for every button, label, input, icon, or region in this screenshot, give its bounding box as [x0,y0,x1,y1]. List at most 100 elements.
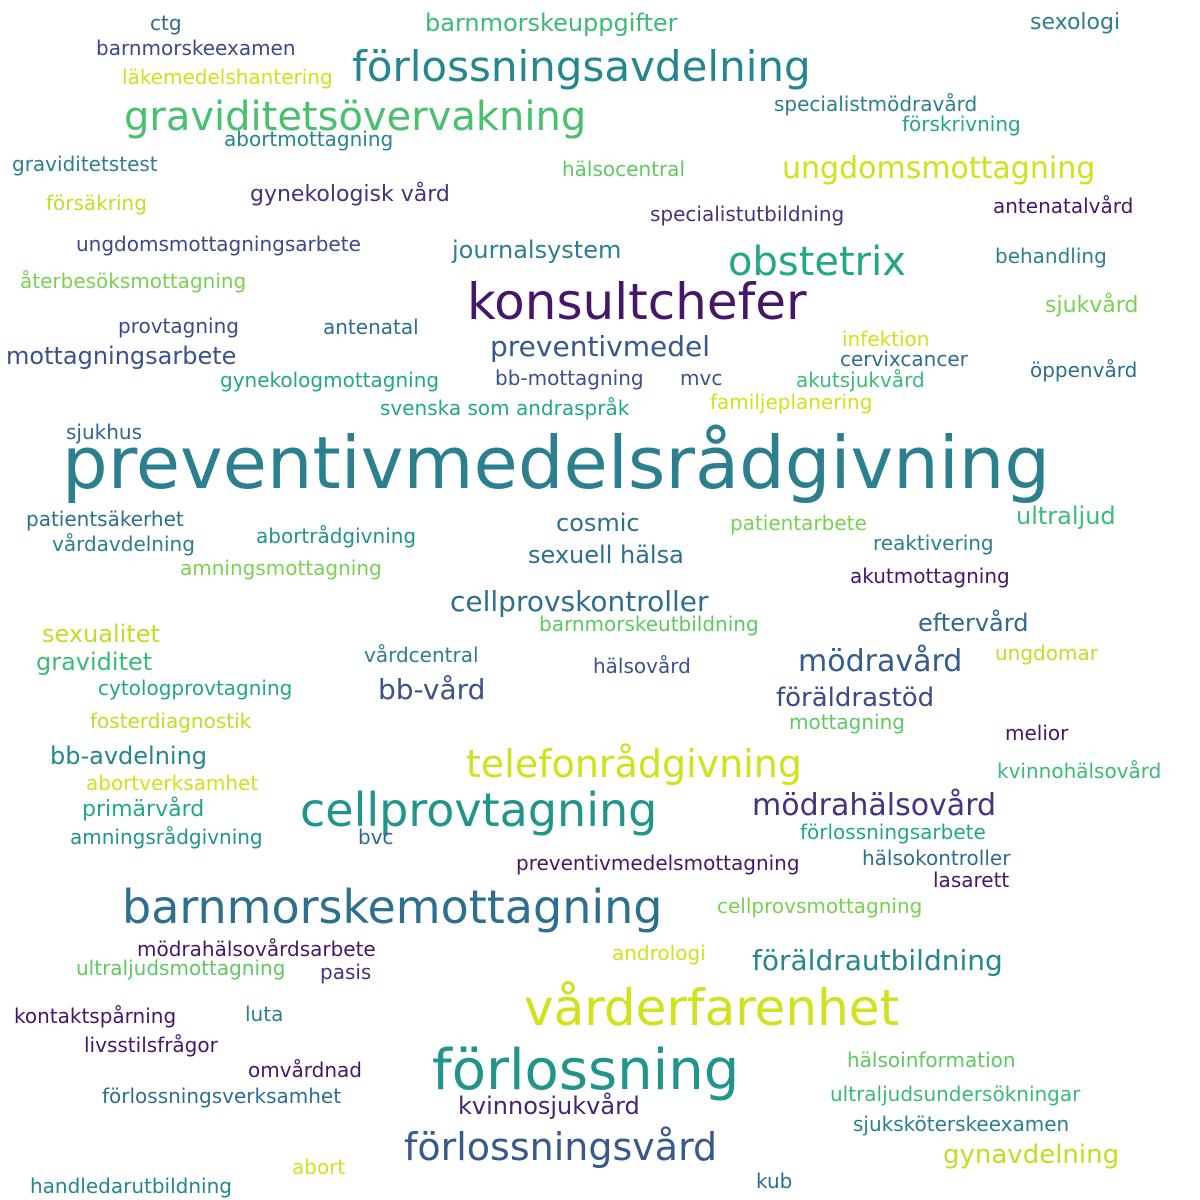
word-ultraljudsmottagning: ultraljudsmottagning [76,956,286,980]
word-livsstilsfragor: livsstilsfrågor [84,1033,218,1057]
word-sexualitet: sexualitet [42,620,160,648]
word-cellprovskontroller: cellprovskontroller [450,585,709,618]
word-halsokontroller: hälsokontroller [862,846,1011,870]
word-konsultchefer: konsultchefer [467,273,807,331]
word-akutmottagning: akutmottagning [850,564,1010,588]
word-forlossningsverksamhet: förlossningsverksamhet [102,1084,342,1108]
word-lakemedelshantering: läkemedelshantering [122,65,333,89]
word-sjukskoterskeexamen: sjuksköterskeexamen [853,1112,1070,1136]
word-modrahalsovardsarbete: mödrahälsovårdsarbete [137,937,376,961]
word-preventivmedel: preventivmedel [490,330,711,363]
word-mottagning: mottagning [789,710,905,734]
word-aterbesoksmottagning: återbesöksmottagning [20,269,247,293]
word-cellprovsmottagning: cellprovsmottagning [717,894,923,918]
word-ctg: ctg [150,11,182,35]
word-bb-mottagning: bb-mottagning [495,366,644,390]
word-abortverksamhet: abortverksamhet [86,771,259,795]
word-modrahalsovard: mödrahälsovård [752,788,997,823]
word-familjeplanering: familjeplanering [710,390,873,414]
word-sexologi: sexologi [1030,10,1121,35]
word-varderfarenhet: vårderfarenhet [524,979,900,1037]
word-bb-avdelning: bb-avdelning [50,742,208,770]
word-graviditetsovervakning: graviditetsövervakning [124,94,587,140]
word-cytologprovtagning: cytologprovtagning [98,676,293,700]
word-kvinnosjukvard: kvinnosjukvård [458,1092,640,1120]
word-graviditet: graviditet [36,648,153,676]
word-lasarett: lasarett [933,868,1010,892]
word-barnmorskemottagning: barnmorskemottagning [122,880,663,934]
word-kvinnohalsovard: kvinnohälsovård [997,759,1162,783]
word-modravard: mödravård [798,644,963,679]
word-vardcentral: vårdcentral [364,643,479,667]
word-specialistutbildning: specialistutbildning [650,202,845,226]
word-melior: melior [1005,721,1069,745]
word-sjukvard: sjukvård [1045,293,1139,318]
word-obstetrix: obstetrix [728,239,906,285]
word-halsovard: hälsovård [593,654,691,678]
word-forlossningsarbete: förlossningsarbete [800,820,986,844]
word-vardavdelning: vårdavdelning [52,532,195,556]
word-telefonradgivning: telefonrådgivning [466,742,802,786]
word-journalsystem: journalsystem [452,236,622,264]
word-sexuell-halsa: sexuell hälsa [528,541,684,569]
word-cervixcancer: cervixcancer [840,347,968,371]
word-bvc: bvc [358,825,394,849]
word-luta: luta [245,1002,284,1026]
word-eftervard: eftervård [918,609,1029,637]
word-ungdomar: ungdomar [995,641,1098,665]
word-akutsjukvard: akutsjukvård [796,368,925,392]
word-barnmorskeuppgifter: barnmorskeuppgifter [425,9,678,37]
word-svenska-som-andrasprak: svenska som andraspråk [380,396,630,420]
word-omvardnad: omvårdnad [248,1058,363,1082]
word-forlossning: förlossning [432,1038,740,1103]
word-forlossningsavdelning: förlossningsavdelning [352,42,811,91]
word-mvc: mvc [680,366,723,390]
word-mottagningsarbete: mottagningsarbete [6,342,237,370]
word-ultraljudsundersokningar: ultraljudsundersökningar [830,1082,1081,1106]
word-foraldrastod: föräldrastöd [776,683,935,713]
word-abortmottagning: abortmottagning [224,127,394,151]
word-specialistmodravard: specialistmödravård [774,92,978,116]
word-fosterdiagnostik: fosterdiagnostik [90,709,252,733]
word-andrologi: andrologi [612,941,706,965]
word-forsakring: försäkring [46,191,147,215]
word-amningsradgivning: amningsrådgivning [70,825,263,849]
word-cellprovtagning: cellprovtagning [300,783,658,837]
word-barnmorskeexamen: barnmorskeexamen [96,36,296,60]
word-ungdomsmottagningsarbete: ungdomsmottagningsarbete [76,232,361,256]
word-forskrivning: förskrivning [902,112,1021,136]
word-foraldrautbildning: föräldrautbildning [752,944,1003,977]
word-amningsmottagning: amningsmottagning [180,556,382,580]
word-graviditetstest: graviditetstest [12,152,158,176]
word-oppenvard: öppenvård [1030,358,1138,382]
word-ungdomsmottagning: ungdomsmottagning [782,151,1096,186]
word-gynavdelning: gynavdelning [943,1140,1120,1170]
word-abortradgivning: abortrådgivning [256,524,417,548]
word-preventivmedelsmottagning: preventivmedelsmottagning [516,851,800,875]
word-barnmorskeutbildning: barnmorskeutbildning [539,612,759,636]
word-cosmic: cosmic [556,509,640,537]
word-reaktivering: reaktivering [873,531,994,555]
word-ultraljud: ultraljud [1016,502,1116,530]
word-halsoinformation: hälsoinformation [847,1048,1016,1072]
word-preventivmedelsradgivning: preventivmedelsrådgivning [62,421,1051,505]
word-provtagning: provtagning [118,314,239,338]
word-infektion: infektion [842,327,930,351]
word-abort: abort [292,1155,346,1179]
word-behandling: behandling [995,244,1107,268]
word-halsocentral: hälsocentral [562,157,685,181]
word-antenatalvard: antenatalvård [993,194,1134,218]
word-forlossningsvard: förlossningsvård [404,1125,718,1169]
word-patientsakerhet: patientsäkerhet [26,507,184,531]
word-bb-vard: bb-vård [378,673,486,706]
word-kub: kub [756,1169,793,1193]
word-sjukhus: sjukhus [66,420,143,444]
word-gynekologmottagning: gynekologmottagning [220,368,440,392]
word-primarvard: primärvård [82,797,205,822]
word-antenatal: antenatal [323,315,419,339]
word-kontaktsparning: kontaktspårning [14,1004,177,1028]
word-handledarutbildning: handledarutbildning [30,1174,232,1198]
word-gynekologisk-vard: gynekologisk vård [250,182,450,207]
word-patientarbete: patientarbete [730,511,867,535]
